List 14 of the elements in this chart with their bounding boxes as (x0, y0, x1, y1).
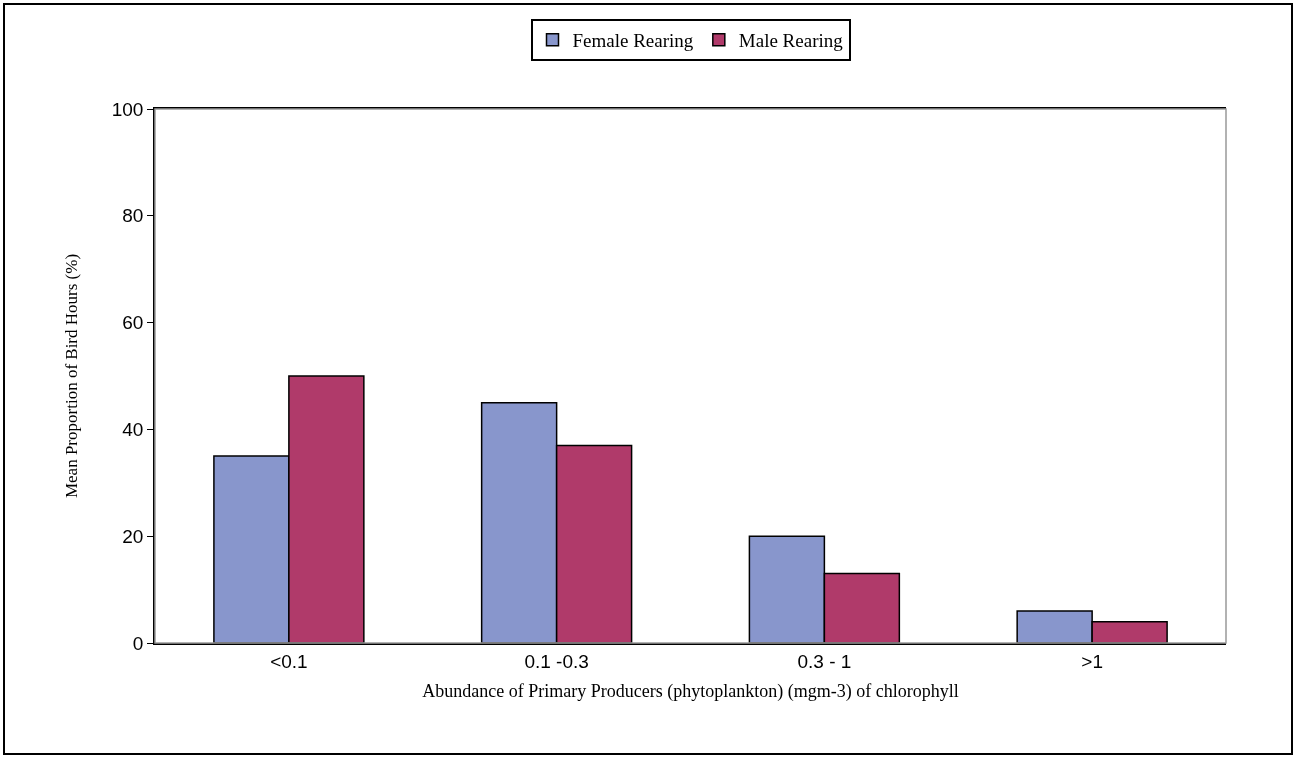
y-tick-label: 80 (122, 205, 144, 227)
legend-label: Female Rearing (572, 30, 694, 52)
legend-label: Male Rearing (738, 30, 844, 52)
x-tick-label: 0.1 -0.3 (524, 650, 589, 672)
x-tick-label: 0.3 - 1 (797, 650, 852, 672)
y-axis-title: Mean Proportion of Bird Hours (%) (61, 253, 81, 499)
x-tick-label: >1 (1081, 650, 1103, 672)
y-tick-label: 0 (132, 632, 144, 654)
y-tick-label: 20 (122, 525, 144, 547)
y-tick-label: 40 (122, 419, 144, 441)
y-tick-label: 100 (111, 98, 144, 120)
y-tick-label: 60 (122, 312, 144, 334)
x-tick-label: <0.1 (270, 650, 308, 672)
x-axis-title: Abundance of Primary Producers (phytoplankton) (mgm-3) of chlorophyll (422, 681, 959, 703)
